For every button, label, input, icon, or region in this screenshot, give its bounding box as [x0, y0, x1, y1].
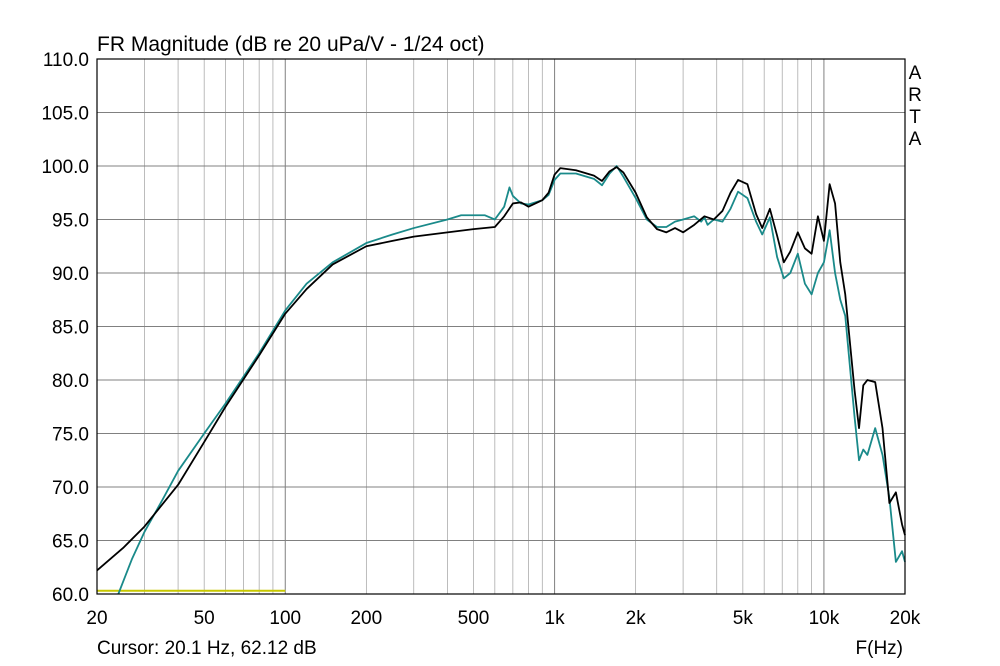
x-tick-label: 2k: [626, 608, 647, 629]
chart-title: FR Magnitude (dB re 20 uPa/V - 1/24 oct): [97, 33, 485, 56]
y-tick-label: 110.0: [43, 50, 89, 71]
x-tick-label: 10k: [809, 608, 840, 629]
y-tick-label: 85.0: [52, 318, 89, 339]
x-tick-label: 5k: [733, 608, 754, 629]
y-tick-label: 75.0: [52, 425, 89, 446]
y-tick-labels: 110.0 105.0 100.0 95.0 90.0 85.0 80.0 75.0 70.0 6…: [41, 50, 89, 606]
plot-area: [96, 165, 906, 595]
y-tick-label: 95.0: [52, 211, 89, 232]
y-tick-label: 100.0: [41, 157, 89, 178]
x-tick-label: 100: [269, 608, 301, 629]
y-tick-label: 80.0: [52, 371, 89, 392]
series-line-black: [96, 166, 906, 572]
watermark-letter: A: [909, 129, 922, 150]
plot-frame: [96, 58, 906, 595]
grid: [97, 59, 905, 594]
x-tick-label: 50: [194, 608, 215, 629]
x-tick-label: 500: [458, 608, 490, 629]
series-line-teal: [117, 165, 906, 595]
y-tick-label: 70.0: [52, 478, 89, 499]
x-tick-label: 20: [86, 608, 107, 629]
y-tick-label: 65.0: [52, 532, 89, 553]
x-tick-label: 20k: [890, 608, 921, 629]
cursor-readout: Cursor: 20.1 Hz, 62.12 dB: [97, 638, 317, 659]
x-tick-labels: 20 50 100 200 500 1k 2k 5k 10k 20k: [86, 608, 920, 629]
watermark-letter: T: [909, 107, 921, 128]
y-tick-label: 90.0: [52, 264, 89, 285]
y-tick-label: 105.0: [41, 104, 89, 125]
x-tick-label: 200: [350, 608, 382, 629]
watermark-letter: A: [909, 63, 922, 84]
x-tick-label: 1k: [545, 608, 566, 629]
watermark-letter: R: [908, 85, 922, 106]
y-tick-label: 60.0: [52, 585, 89, 606]
x-axis-label: F(Hz): [856, 638, 903, 659]
